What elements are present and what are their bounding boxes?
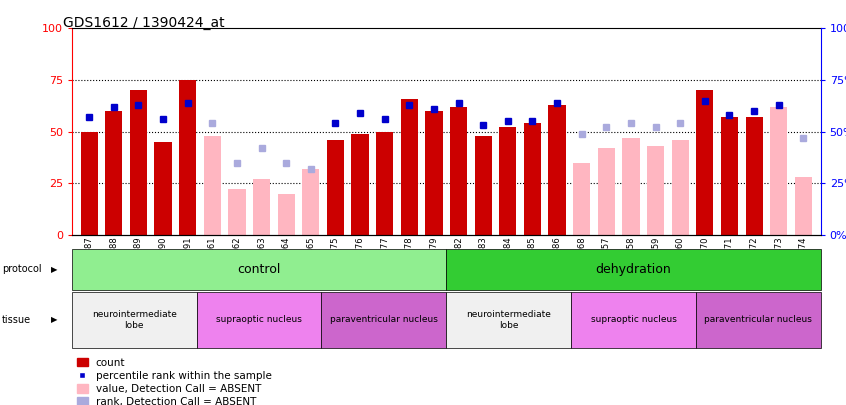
Bar — [524, 124, 541, 235]
Text: protocol: protocol — [2, 264, 41, 274]
Bar — [228, 190, 245, 235]
Bar — [770, 107, 788, 235]
Bar — [598, 148, 615, 235]
Bar — [696, 90, 713, 235]
Bar — [794, 177, 812, 235]
Bar — [321, 292, 447, 348]
Bar — [204, 136, 221, 235]
Bar — [721, 117, 738, 235]
Bar — [573, 163, 591, 235]
Bar — [672, 140, 689, 235]
Bar — [72, 292, 196, 348]
Bar — [72, 249, 447, 290]
Text: supraoptic nucleus: supraoptic nucleus — [216, 315, 302, 324]
Bar — [475, 136, 492, 235]
Bar — [105, 111, 123, 235]
Text: ▶: ▶ — [51, 315, 58, 324]
Bar — [571, 292, 695, 348]
Bar — [745, 117, 763, 235]
Bar — [401, 98, 418, 235]
Bar — [623, 138, 640, 235]
Bar — [80, 132, 98, 235]
Bar — [253, 179, 270, 235]
Bar — [196, 292, 321, 348]
Text: GDS1612 / 1390424_at: GDS1612 / 1390424_at — [63, 16, 225, 30]
Bar — [450, 107, 467, 235]
Bar — [302, 169, 320, 235]
Bar — [447, 249, 821, 290]
Text: neurointermediate
lobe: neurointermediate lobe — [92, 310, 177, 330]
Text: paraventricular nucleus: paraventricular nucleus — [704, 315, 812, 324]
Bar — [548, 105, 566, 235]
Bar — [499, 128, 516, 235]
Text: ▶: ▶ — [51, 265, 58, 274]
Text: neurointermediate
lobe: neurointermediate lobe — [466, 310, 551, 330]
Bar — [376, 132, 393, 235]
Text: control: control — [238, 263, 281, 276]
Text: tissue: tissue — [2, 315, 30, 325]
Bar — [695, 292, 821, 348]
Bar — [155, 142, 172, 235]
Bar — [647, 146, 664, 235]
Bar — [327, 140, 344, 235]
Bar — [351, 134, 369, 235]
Bar — [447, 292, 571, 348]
Bar — [129, 90, 147, 235]
Text: supraoptic nucleus: supraoptic nucleus — [591, 315, 677, 324]
Text: dehydration: dehydration — [596, 263, 672, 276]
Bar — [277, 194, 294, 235]
Text: paraventricular nucleus: paraventricular nucleus — [330, 315, 438, 324]
Bar — [426, 111, 442, 235]
Bar — [179, 80, 196, 235]
Legend: count, percentile rank within the sample, value, Detection Call = ABSENT, rank, : count, percentile rank within the sample… — [77, 358, 272, 405]
